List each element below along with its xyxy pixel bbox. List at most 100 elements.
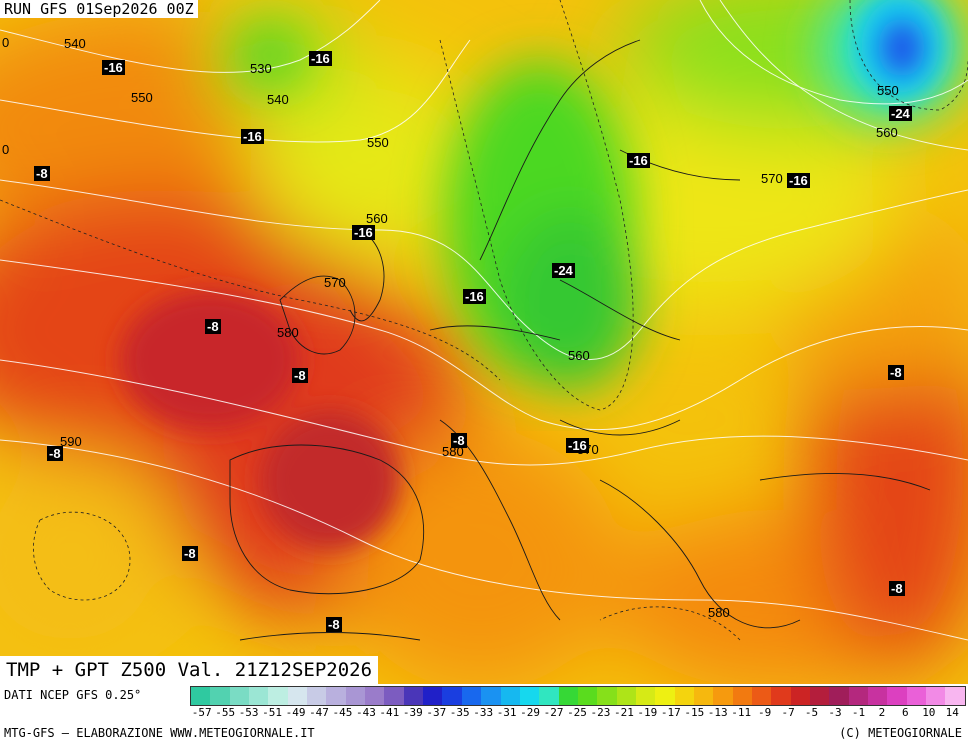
gpt-label: 580	[277, 325, 299, 340]
color-scale-swatch	[616, 687, 636, 705]
tmp-label: -16	[787, 173, 810, 188]
color-scale-swatch	[810, 687, 830, 705]
tmp-label: -16	[463, 289, 486, 304]
color-scale-swatch	[790, 687, 810, 705]
color-scale-swatch	[384, 687, 404, 705]
color-scale-swatch	[307, 687, 327, 705]
color-scale-swatch	[326, 687, 346, 705]
color-scale-tick: -45	[332, 706, 353, 719]
color-scale-swatch	[210, 687, 230, 705]
color-scale-tick: -27	[543, 706, 564, 719]
color-scale-swatch	[268, 687, 288, 705]
color-scale-tick: -53	[238, 706, 259, 719]
gpt-label: 0	[2, 142, 10, 157]
tmp-label: -8	[326, 617, 342, 632]
tmp-label: -8	[182, 546, 198, 561]
map-canvas	[0, 0, 968, 684]
color-scale-swatch	[597, 687, 617, 705]
color-scale-tick: 2	[878, 706, 886, 719]
tmp-label: -8	[205, 319, 221, 334]
gpt-label: 540	[267, 92, 289, 107]
tmp-label: -16	[352, 225, 375, 240]
color-scale-swatch	[500, 687, 520, 705]
gpt-label: 550	[877, 83, 899, 98]
color-scale-swatch	[229, 687, 250, 705]
color-scale-tick: -7	[781, 706, 795, 719]
coastlines	[229, 39, 931, 641]
color-scale-tick: -39	[402, 706, 423, 719]
color-scale-swatch	[365, 687, 385, 705]
footer: DATI NCEP GFS 0.25° -57 -55 -53 -51 -49 -47 -4…	[0, 684, 968, 745]
color-scale-tick: -25	[567, 706, 587, 719]
color-scale-swatch	[674, 687, 694, 705]
color-scale-swatch	[461, 687, 482, 705]
color-scale-swatch	[771, 687, 791, 705]
color-scale-swatch	[655, 687, 675, 705]
gpt-label: 530	[250, 61, 272, 76]
color-scale-swatch	[423, 687, 443, 705]
color-scale-tick: -13	[707, 706, 728, 719]
color-scale-tick: -43	[355, 706, 376, 719]
tmp-label: -8	[451, 433, 467, 448]
color-scale-swatch	[287, 687, 308, 705]
gpt-label: 550	[367, 135, 389, 150]
product-title: TMP + GPT Z500 Val. 21Z12SEP2026	[0, 656, 379, 684]
color-scale-swatch	[577, 687, 598, 705]
color-scale-ticks: -57 -55 -53 -51 -49 -47 -45 -43 -41 -39 -37 -35 -33-…	[190, 706, 968, 722]
color-scale-tick: -3	[828, 706, 842, 719]
tmp-label: -8	[889, 581, 905, 596]
color-scale-swatch	[249, 687, 269, 705]
color-scale-swatch	[945, 687, 965, 705]
color-scale-swatch	[713, 687, 733, 705]
color-scale-tick: -21	[613, 706, 634, 719]
color-scale-swatch	[403, 687, 424, 705]
data-source: DATI NCEP GFS 0.25°	[4, 688, 142, 702]
geopotential-contours	[0, 0, 968, 641]
tmp-label: -16	[566, 438, 589, 453]
color-scale-tick: 10	[922, 706, 936, 719]
color-scale-swatch	[345, 687, 366, 705]
color-scale-swatch	[558, 687, 578, 705]
color-scale-swatch	[848, 687, 869, 705]
color-scale-tick: -55	[215, 706, 236, 719]
tmp-label: -8	[34, 166, 50, 181]
tmp-label: -16	[309, 51, 332, 66]
tmp-label: -24	[889, 106, 912, 121]
color-scale-tick: -15	[684, 706, 705, 719]
temperature-map: RUN GFS 01Sep2026 00Z 540 530 540 550 55…	[0, 0, 968, 684]
color-scale-swatch	[539, 687, 559, 705]
color-scale	[190, 686, 966, 706]
color-scale-swatch	[635, 687, 656, 705]
gpt-label: 560	[366, 211, 388, 226]
credit-left: MTG-GFS – ELABORAZIONE WWW.METEOGIORNALE…	[4, 726, 315, 740]
gpt-label: 590	[60, 434, 82, 449]
color-scale-tick: 14	[945, 706, 959, 719]
color-scale-swatch	[887, 687, 907, 705]
gpt-label: 550	[131, 90, 153, 105]
color-scale-tick: -35	[449, 706, 470, 719]
run-label: RUN GFS 01Sep2026 00Z	[0, 0, 198, 18]
gpt-label: 0	[2, 35, 10, 50]
gpt-label: 570	[324, 275, 346, 290]
color-scale-tick: -19	[637, 706, 658, 719]
color-scale-swatch	[829, 687, 849, 705]
color-scale-swatch	[868, 687, 888, 705]
gpt-label: 580	[708, 605, 730, 620]
color-scale-tick: -31	[496, 706, 517, 719]
tmp-label: -16	[627, 153, 650, 168]
color-scale-tick: -57	[191, 706, 212, 719]
color-scale-tick: -47	[309, 706, 329, 719]
tmp-label: -8	[888, 365, 904, 380]
credit-right: (C) METEOGIORNALE	[839, 726, 962, 740]
gpt-label: 560	[876, 125, 898, 140]
color-scale-tick: 6	[902, 706, 909, 719]
tmp-label: -24	[552, 263, 575, 278]
gpt-label: 580	[442, 444, 464, 459]
tmp-label: -8	[47, 446, 63, 461]
gpt-label: 540	[64, 36, 86, 51]
tmp-label: -16	[241, 129, 264, 144]
color-scale-tick: -1	[851, 706, 866, 719]
color-scale-swatch	[906, 687, 927, 705]
color-scale-tick: -9	[758, 706, 772, 719]
color-scale-tick: -33	[473, 706, 494, 719]
